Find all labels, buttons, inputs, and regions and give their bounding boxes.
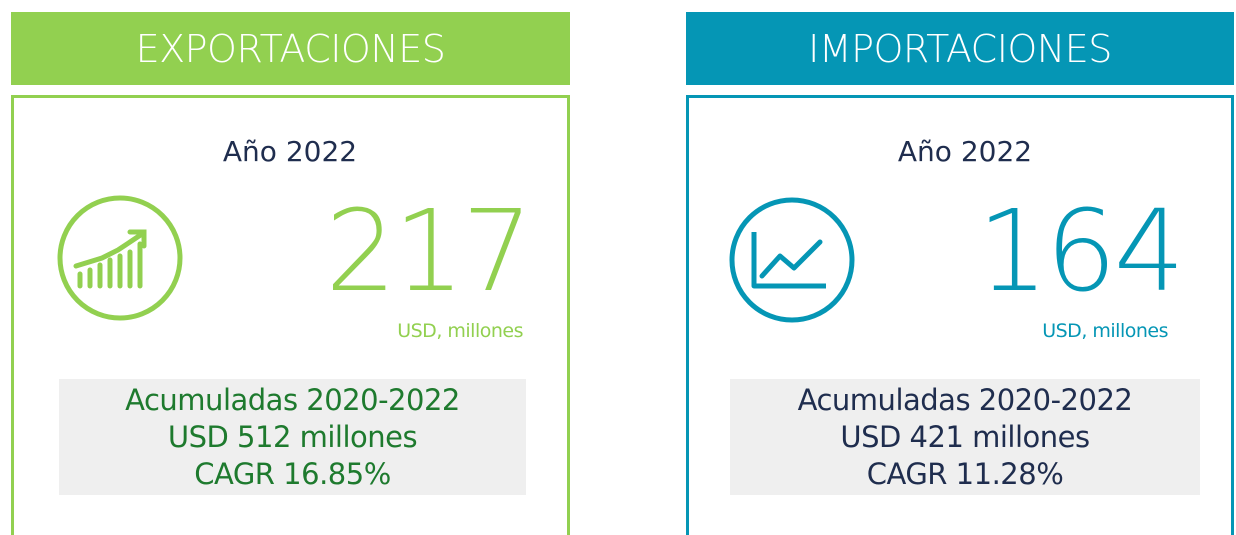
icon — [729, 197, 855, 323]
summary-line: USD 421 millones — [840, 419, 1090, 454]
big-value: 217 — [325, 187, 533, 317]
panel-header: IMPORTACIONES — [686, 12, 1234, 85]
panel-header: EXPORTACIONES — [11, 12, 570, 85]
year-label: Año 2022 — [222, 135, 358, 168]
unit-label: USD, millones — [397, 320, 523, 342]
summary-line: Acumuladas 2020-2022 — [797, 382, 1133, 417]
summary-line: Acumuladas 2020-2022 — [125, 382, 460, 417]
icon — [57, 195, 183, 321]
summary-line: USD 512 millones — [167, 419, 418, 454]
big-value: 164 — [977, 187, 1185, 317]
page: EXPORTACIONES Año 2022 217 USD, millones Acu… — [11, 12, 1234, 535]
summary-box: Acumuladas 2020-2022 USD 512 millones CAGR… — [59, 379, 526, 495]
panel-box — [686, 95, 1234, 535]
panel-box — [11, 95, 570, 535]
summary-box: Acumuladas 2020-2022 USD 421 millones CAGR… — [730, 379, 1200, 495]
summary-line: CAGR 16.85% — [194, 456, 391, 491]
year-label: Año 2022 — [897, 135, 1033, 168]
unit-label: USD, millones — [1042, 320, 1168, 342]
summary-line: CAGR 11.28% — [866, 456, 1064, 491]
